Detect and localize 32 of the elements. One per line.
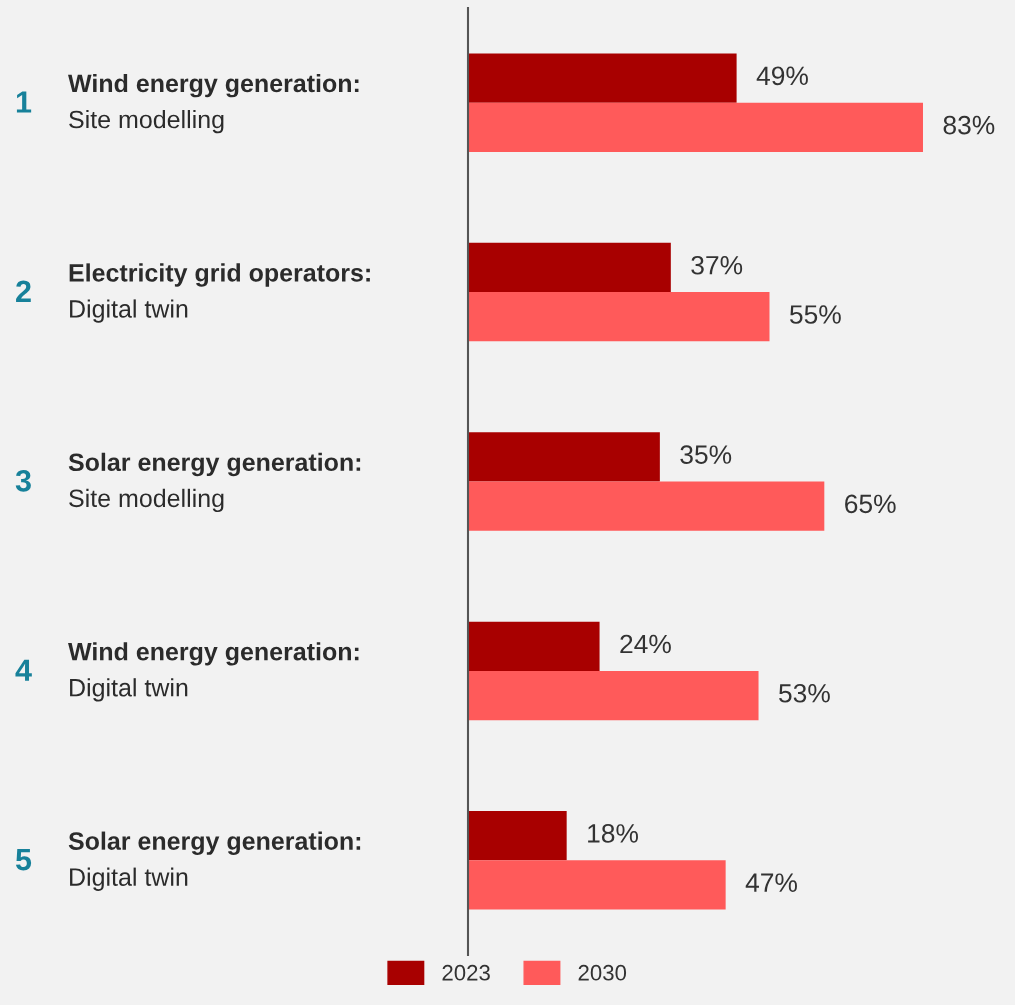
- data-label: 35%: [680, 445, 732, 464]
- bar: [468, 292, 770, 342]
- y-tick-label: Electricity grid operators: Digital twin: [69, 263, 370, 323]
- data-label: 65%: [845, 494, 896, 514]
- legend-label: 2030: [578, 964, 627, 981]
- bar: [468, 860, 726, 910]
- bar: [468, 242, 671, 293]
- text: 3: [15, 469, 31, 492]
- bar: [468, 53, 737, 103]
- text: 1: [16, 91, 32, 113]
- data-label: 47%: [745, 873, 797, 892]
- data-label: 53%: [779, 683, 830, 703]
- data-label: 49%: [756, 66, 808, 86]
- data-label: 37%: [691, 255, 743, 275]
- data-label: 18%: [588, 824, 638, 843]
- bar: [468, 811, 567, 861]
- y-tick-label: Solar energy generation: Digital twin: [68, 831, 361, 891]
- bar: [468, 481, 825, 531]
- text: 5: [15, 849, 32, 871]
- y-tick-label: Wind energy generation: Site modelling: [68, 73, 359, 134]
- data-label: 55%: [790, 305, 841, 324]
- bar: [468, 432, 660, 482]
- bar: [468, 670, 759, 721]
- bar: [468, 621, 600, 671]
- text: 2: [16, 280, 31, 302]
- text: 4: [15, 659, 32, 681]
- bar: [468, 102, 923, 152]
- data-label: 83%: [943, 115, 995, 135]
- legend-label: 2023: [442, 964, 490, 981]
- y-tick-label: Wind energy generation: Digital twin: [68, 642, 359, 702]
- y-tick-label: Solar energy generation: Site modelling: [68, 452, 361, 513]
- data-label: 24%: [620, 634, 671, 654]
